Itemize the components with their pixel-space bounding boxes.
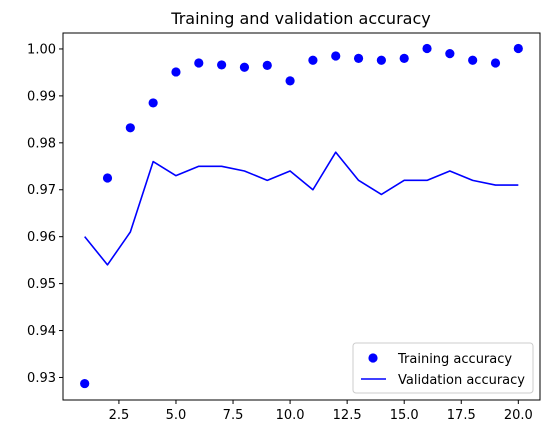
training-accuracy-point — [490, 58, 501, 68]
training-accuracy-point — [376, 55, 386, 65]
chart-title: Training and validation accuracy — [170, 9, 430, 28]
training-accuracy-point — [285, 76, 295, 86]
y-tick-label: 1.00 — [27, 42, 56, 57]
x-tick-label: 20.0 — [504, 408, 533, 423]
validation-accuracy-line — [84, 151, 519, 266]
x-tick-label: 2.5 — [109, 408, 130, 423]
training-accuracy-point — [171, 67, 181, 77]
x-tick-label: 17.5 — [447, 408, 476, 423]
training-accuracy-point — [422, 43, 432, 54]
x-tick-label: 15.0 — [390, 408, 419, 423]
training-accuracy-point — [262, 60, 272, 70]
y-tick-label: 0.98 — [27, 136, 56, 151]
y-tick-label: 0.94 — [27, 324, 56, 339]
training-accuracy-point — [513, 43, 523, 54]
training-accuracy-point — [239, 62, 250, 72]
legend-training-marker — [368, 353, 378, 363]
axes-frame — [62, 32, 541, 401]
training-accuracy-point — [125, 123, 135, 133]
legend-training-label: Training accuracy — [397, 352, 512, 367]
training-accuracy-point — [148, 98, 158, 108]
x-tick-label: 7.5 — [223, 408, 244, 423]
training-accuracy-point — [80, 378, 90, 389]
training-accuracy-point — [308, 55, 318, 65]
training-accuracy-point — [217, 60, 227, 70]
legend-box — [352, 342, 534, 394]
training-accuracy-point — [399, 53, 409, 63]
plot-area: 2.5 5.0 7.5 10.0 12.5 15.0 17.5 20.0 0.93 0.94 0.9… — [27, 32, 541, 423]
training-accuracy-point — [353, 53, 364, 63]
legend-validation-label: Validation accuracy — [398, 373, 525, 388]
training-accuracy-point — [331, 51, 341, 61]
y-tick-label: 0.99 — [27, 89, 56, 104]
training-accuracy-point — [194, 58, 204, 68]
y-tick-label: 0.95 — [27, 277, 56, 292]
training-accuracy-point — [468, 55, 478, 65]
x-tick-label: 5.0 — [166, 408, 187, 423]
y-tick-label: 0.97 — [27, 183, 56, 198]
training-accuracy-point — [445, 49, 455, 59]
training-accuracy-point — [102, 173, 113, 183]
y-tick-label: 0.96 — [27, 230, 56, 245]
x-tick-label: 10.0 — [276, 408, 305, 423]
y-tick-label: 0.93 — [27, 371, 56, 386]
x-tick-label: 12.5 — [333, 408, 362, 423]
